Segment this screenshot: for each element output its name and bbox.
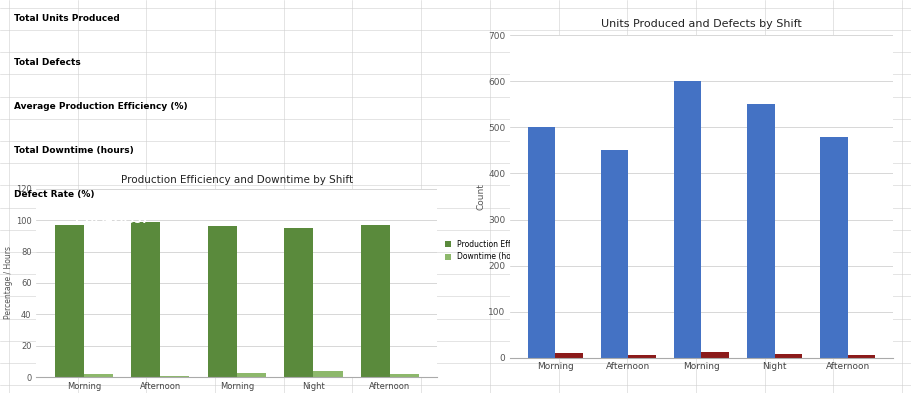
Bar <box>313 371 343 377</box>
Text: Defect Rate (%): Defect Rate (%) <box>14 190 94 199</box>
Bar <box>390 374 419 377</box>
Text: 97.6: 97.6 <box>98 127 125 137</box>
Text: 1.705426357: 1.705426357 <box>73 215 150 225</box>
Bar <box>208 226 237 377</box>
Bar <box>160 376 189 377</box>
Title: Production Efficiency and Downtime by Shift: Production Efficiency and Downtime by Sh… <box>121 175 353 185</box>
Y-axis label: Percentage / Hours: Percentage / Hours <box>4 246 13 320</box>
Bar <box>527 127 556 358</box>
Bar <box>55 225 84 377</box>
Bar <box>361 225 390 377</box>
Bar <box>131 222 160 377</box>
Text: 2580: 2580 <box>97 39 126 49</box>
Bar <box>556 353 583 358</box>
Title: Units Produced and Defects by Shift: Units Produced and Defects by Shift <box>601 19 802 29</box>
Text: 12: 12 <box>105 171 118 181</box>
Text: Total Downtime (hours): Total Downtime (hours) <box>14 146 133 155</box>
Text: Total Units Produced: Total Units Produced <box>14 14 119 23</box>
Text: 44: 44 <box>104 83 119 93</box>
Legend: Production Efficiency (%), Downtime (hours): Production Efficiency (%), Downtime (hou… <box>445 240 553 261</box>
Bar <box>847 355 875 358</box>
Text: Average Production Efficiency (%): Average Production Efficiency (%) <box>14 102 188 111</box>
Y-axis label: Count: Count <box>476 183 486 210</box>
Bar <box>84 374 113 377</box>
Bar <box>629 355 656 358</box>
Text: Total Defects: Total Defects <box>14 58 80 67</box>
Bar <box>600 151 629 358</box>
Bar <box>820 137 847 358</box>
Bar <box>674 81 701 358</box>
Bar <box>747 105 774 358</box>
Bar <box>701 352 729 358</box>
Bar <box>774 354 803 358</box>
Bar <box>284 228 313 377</box>
Bar <box>237 373 266 377</box>
